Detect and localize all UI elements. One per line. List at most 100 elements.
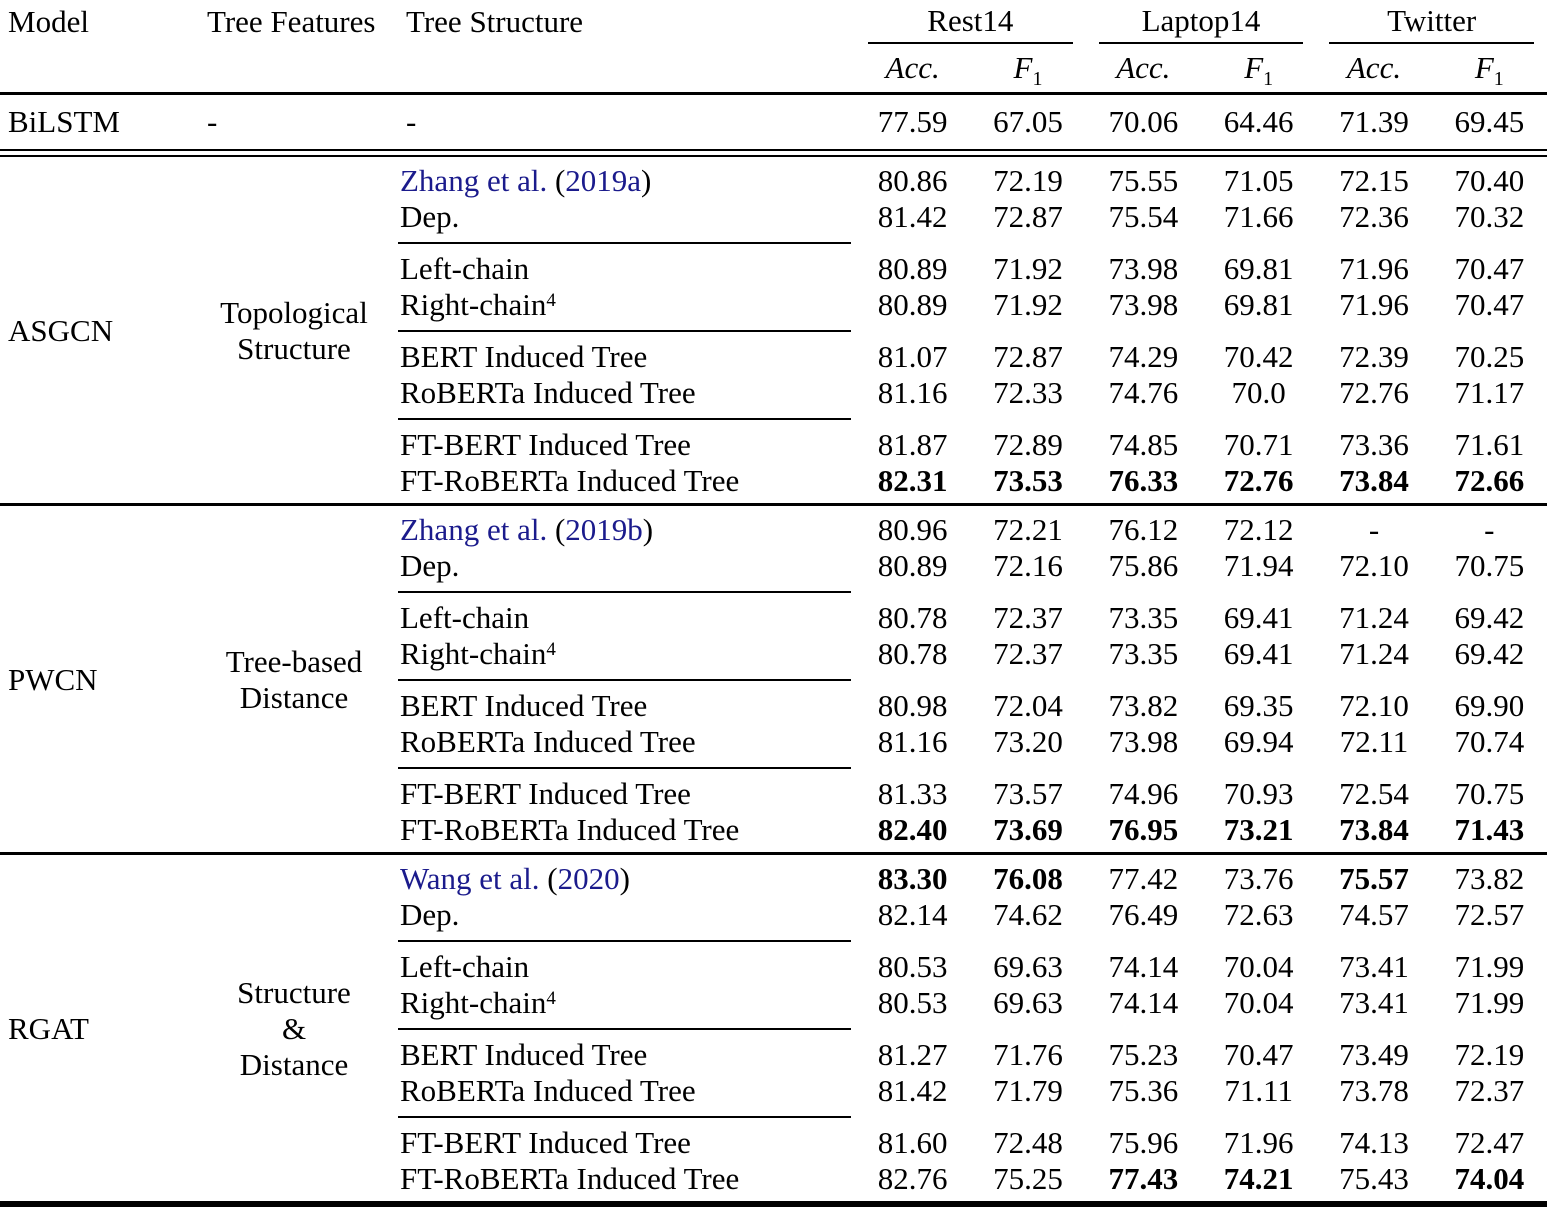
value-cell: 77.42 [1108, 861, 1179, 896]
value-cell: 72.11 [1339, 724, 1409, 759]
table-row: Right-chain4 80.53 69.63 74.14 70.04 73.… [398, 985, 1547, 1021]
value-cell: 75.54 [1108, 199, 1179, 234]
citation-link-zhang-2019b[interactable]: Zhang et al. [400, 512, 548, 547]
value-cell: 73.84 [1339, 463, 1409, 498]
value-cell: 72.10 [1339, 548, 1409, 583]
dataset-header-twitter: Twitter [1316, 0, 1547, 44]
tree-structure-cell: Zhang et al. (2019b) [398, 512, 855, 548]
value-cell: 74.85 [1108, 427, 1179, 462]
value-cell: 72.87 [993, 199, 1063, 234]
table-row: BERT Induced Tree 81.07 72.87 74.29 70.4… [398, 339, 1547, 375]
citation-link-wang-2020[interactable]: Wang et al. [400, 861, 540, 896]
value-cell: 71.24 [1339, 600, 1409, 635]
value-cell: 71.99 [1454, 949, 1525, 984]
citation-paren: ( [539, 861, 558, 896]
value-cell: 70.47 [1223, 1037, 1294, 1072]
citation-link-zhang-2019a[interactable]: Zhang et al. [400, 163, 548, 198]
tree-structure-cell: Right-chain4 [398, 985, 855, 1021]
value-cell: 73.36 [1339, 427, 1409, 462]
value-cell: 70.06 [1108, 104, 1179, 139]
metric-header-f1-rest14: F1 [970, 44, 1085, 92]
tree-structure-cell: BERT Induced Tree [398, 339, 855, 375]
value-cell: 70.93 [1223, 776, 1294, 811]
value-cell: 70.75 [1454, 776, 1525, 811]
bottom-rule [0, 1201, 1547, 1207]
value-cell: 80.86 [877, 163, 948, 198]
value-cell: 74.76 [1108, 375, 1179, 410]
citation-year-link[interactable]: 2020 [557, 861, 620, 896]
citation-year-link[interactable]: 2019a [565, 163, 642, 198]
value-cell: 75.57 [1339, 861, 1409, 896]
tree-features-cell: - [207, 104, 218, 139]
dataset-header-laptop14: Laptop14 [1086, 0, 1317, 44]
value-cell: 83.30 [877, 861, 948, 896]
cmidrule [1329, 42, 1534, 44]
tree-structure-label: Right-chain [400, 636, 547, 671]
tree-structure-label: FT-RoBERTa Induced Tree [400, 463, 740, 498]
value-cell: 74.14 [1108, 949, 1179, 984]
citation-paren: ) [642, 512, 654, 547]
col-header-tree-features: Tree Features [207, 4, 376, 39]
value-cell: 80.53 [877, 985, 948, 1020]
value-cell: 71.96 [1223, 1125, 1294, 1160]
model-block-asgcn: ASGCN Topological Structure Zhang et al.… [0, 157, 1547, 503]
tree-features-line: Topological [220, 295, 368, 330]
value-cell: 73.21 [1223, 812, 1294, 847]
footnote-marker: 4 [546, 639, 556, 660]
table-row: Right-chain4 80.89 71.92 73.98 69.81 71.… [398, 287, 1547, 323]
value-cell: 75.25 [993, 1161, 1063, 1196]
value-cell: 73.41 [1339, 949, 1409, 984]
value-cell: 76.95 [1108, 812, 1179, 847]
block-rows: Wang et al. (2020) 83.30 76.08 77.42 73.… [398, 861, 1547, 1197]
tree-structure-label: RoBERTa Induced Tree [400, 724, 696, 759]
tree-features-line: Structure [237, 331, 351, 366]
tree-structure-cell: FT-RoBERTa Induced Tree [398, 812, 855, 848]
value-cell: 71.05 [1223, 163, 1294, 198]
block-rows: Zhang et al. (2019a) 80.86 72.19 75.55 7… [398, 163, 1547, 499]
f1-symbol: F [1244, 50, 1264, 85]
tree-features-line: & [281, 1011, 307, 1046]
tree-structure-label: FT-BERT Induced Tree [400, 427, 691, 462]
value-cell: 72.37 [993, 600, 1063, 635]
tree-structure-cell: Dep. [398, 199, 855, 235]
value-cell: 76.08 [993, 861, 1063, 896]
tree-features-line: Distance [239, 680, 349, 715]
tree-structure-cell: Left-chain [398, 600, 855, 636]
group-divider [398, 591, 851, 593]
value-cell: 72.10 [1339, 688, 1409, 723]
group-divider [398, 679, 851, 681]
f1-symbol: F [1474, 50, 1494, 85]
value-cell: 72.16 [993, 548, 1063, 583]
table-header: Model Tree Features Tree Structure Rest1… [0, 0, 1547, 95]
value-cell: 69.45 [1454, 104, 1525, 139]
tree-structure-label: FT-RoBERTa Induced Tree [400, 1161, 740, 1196]
col-header-tree-structure: Tree Structure [406, 4, 584, 39]
value-cell: 70.42 [1223, 339, 1294, 374]
value-cell: 69.81 [1223, 251, 1294, 286]
value-cell: 73.53 [993, 463, 1063, 498]
block-rows: Zhang et al. (2019b) 80.96 72.21 76.12 7… [398, 512, 1547, 848]
value-cell: 72.33 [993, 375, 1063, 410]
tree-structure-cell: Wang et al. (2020) [398, 861, 855, 897]
dataset-label: Rest14 [927, 3, 1014, 38]
table-row: FT-BERT Induced Tree 81.87 72.89 74.85 7… [398, 427, 1547, 463]
value-cell: 69.90 [1454, 688, 1525, 723]
value-cell: 72.39 [1339, 339, 1409, 374]
model-block-rgat: RGAT Structure & Distance Wang et al. (2… [0, 855, 1547, 1201]
value-cell: 74.62 [993, 897, 1063, 932]
value-cell: 73.57 [993, 776, 1063, 811]
value-cell: 69.94 [1223, 724, 1294, 759]
value-cell: 70.40 [1454, 163, 1525, 198]
tree-structure-cell: Right-chain4 [398, 636, 855, 672]
value-cell: 72.89 [993, 427, 1063, 462]
table-row: RoBERTa Induced Tree 81.16 72.33 74.76 7… [398, 375, 1547, 411]
table-row: RoBERTa Induced Tree 81.42 71.79 75.36 7… [398, 1073, 1547, 1109]
citation-year-link[interactable]: 2019b [565, 512, 643, 547]
tree-structure-cell: FT-RoBERTa Induced Tree [398, 463, 855, 499]
dataset-label: Twitter [1387, 3, 1477, 38]
col-header-model: Model [8, 4, 89, 39]
value-cell: 81.07 [877, 339, 948, 374]
table-row: Dep. 81.42 72.87 75.54 71.66 72.36 70.32 [398, 199, 1547, 235]
tree-structure-label: Right-chain [400, 287, 547, 322]
value-cell: 80.96 [877, 512, 948, 547]
